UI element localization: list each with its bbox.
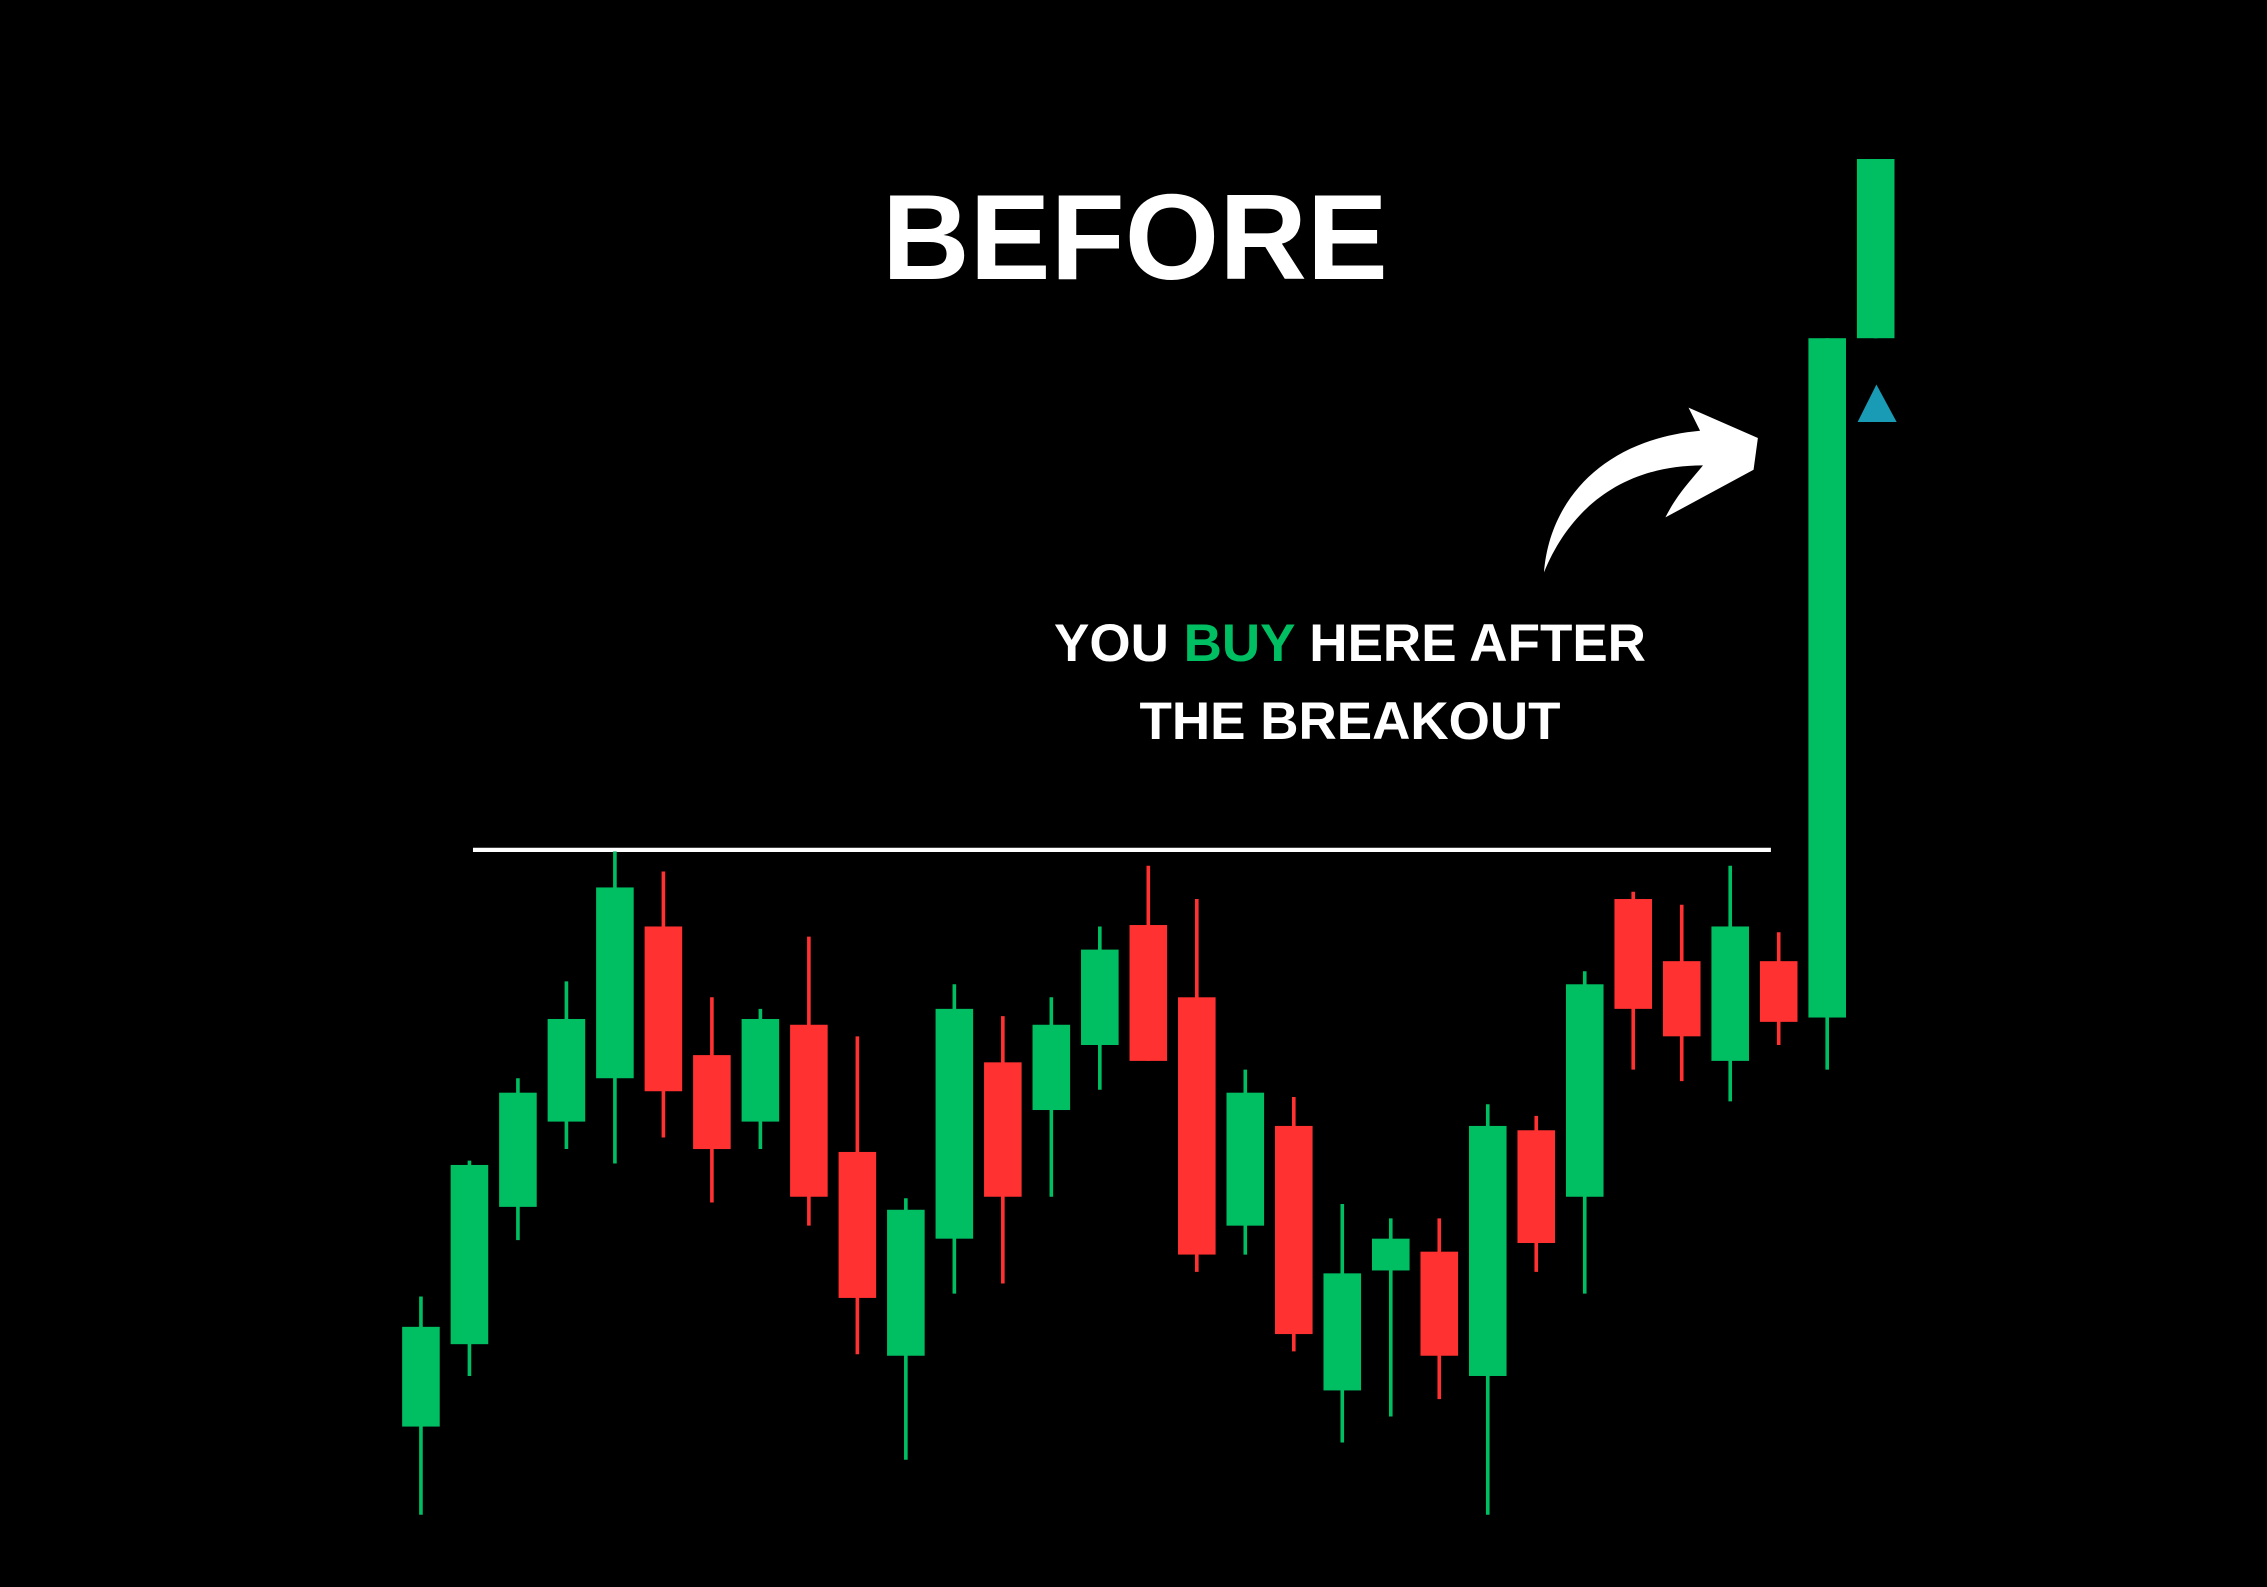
candle-body	[1808, 338, 1846, 1018]
annotation: YOU BUY HERE AFTER THE BREAKOUT	[960, 605, 1740, 761]
candle-body	[1565, 984, 1604, 1197]
candle-body	[838, 1151, 877, 1298]
candle-body	[1420, 1251, 1459, 1356]
candle-body	[1759, 961, 1798, 1022]
annotation-text: YOU	[1054, 614, 1169, 673]
annotation-text: THE BREAKOUT	[1139, 692, 1561, 751]
candle-body	[1178, 997, 1216, 1255]
arrow	[1543, 407, 1758, 573]
candle-body	[1032, 1024, 1071, 1111]
candle-body	[1711, 926, 1750, 1061]
candle-body	[1275, 1125, 1313, 1335]
annotation-highlight: BUY	[1183, 614, 1295, 673]
candle-body	[984, 1062, 1022, 1197]
candle-body	[547, 1018, 586, 1122]
candle-body	[1614, 899, 1653, 1009]
candle-body	[1468, 1125, 1507, 1376]
candle-body	[450, 1164, 489, 1345]
candle-body	[935, 1008, 974, 1239]
candle-body	[1371, 1238, 1410, 1271]
candle-body	[402, 1326, 440, 1427]
candle-body	[741, 1018, 780, 1122]
candle-body	[790, 1024, 828, 1197]
candle-body	[1129, 925, 1168, 1061]
candle-body	[1662, 961, 1701, 1037]
chart-title: BEFORE	[882, 169, 1388, 305]
candle-body	[1856, 158, 1895, 339]
candle-body	[1081, 949, 1119, 1045]
candle-body	[644, 926, 683, 1092]
candle-body	[1323, 1273, 1362, 1391]
annotation-text: HERE AFTER	[1309, 614, 1646, 673]
candle-body	[1226, 1092, 1265, 1226]
candle-body	[499, 1092, 537, 1207]
candle-body	[1517, 1130, 1556, 1244]
candle-body	[596, 887, 634, 1079]
candle-body	[887, 1209, 925, 1356]
signal-marker	[1857, 384, 1897, 423]
candle-body	[693, 1055, 731, 1150]
